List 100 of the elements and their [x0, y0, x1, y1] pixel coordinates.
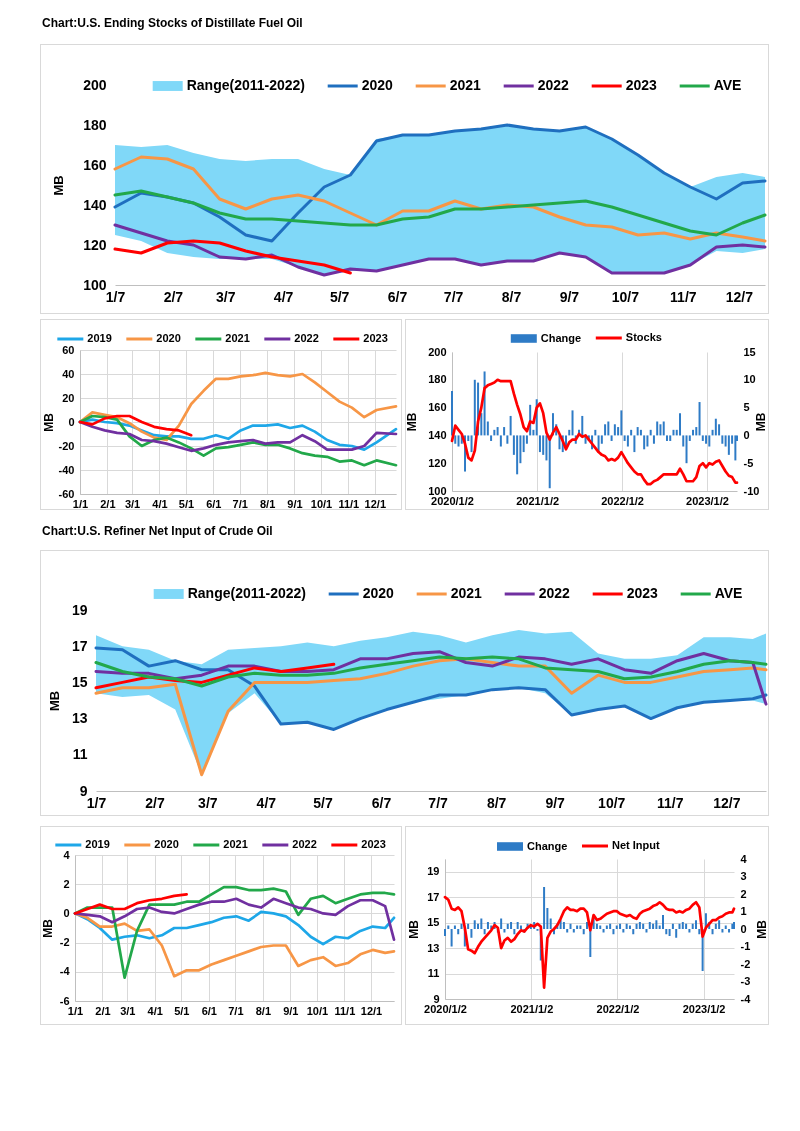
x-tick-label: 6/1 [206, 497, 222, 510]
y-tick-label: 2 [63, 877, 70, 890]
x-tick-label: 2021/1/2 [510, 1002, 554, 1015]
x-tick-label: 9/1 [283, 1004, 299, 1017]
legend-label: 2021 [225, 332, 250, 344]
y-tick-label: 4 [63, 848, 71, 861]
y2-tick-label: 1 [740, 905, 747, 917]
legend-label: 2021 [449, 77, 482, 93]
legend-label: 2023 [625, 77, 658, 93]
y-axis-title: MB [404, 412, 419, 432]
x-tick-label: 9/1 [287, 497, 303, 510]
x-tick-label: 2020/1/2 [431, 494, 474, 507]
y2-tick-label: -1 [740, 940, 751, 952]
y2-tick-label: 4 [740, 852, 748, 865]
y2-tick-label: -4 [740, 992, 752, 1005]
y2-tick-label: 5 [743, 401, 750, 414]
y-tick-label: 9 [433, 992, 440, 1005]
legend-label: 2023 [361, 838, 386, 850]
x-tick-label: 2020/1/2 [424, 1002, 467, 1015]
x-tick-label: 5/1 [174, 1004, 190, 1017]
y-tick-label: 200 [428, 345, 447, 358]
y-tick-label: 40 [62, 367, 75, 380]
y2-tick-label: 3 [740, 870, 747, 882]
x-tick-label: 4/7 [273, 288, 294, 305]
x-tick-label: 5/7 [329, 288, 350, 305]
y-tick-label: 9 [79, 782, 88, 799]
y-axis-title: MB [50, 175, 66, 196]
x-tick-label: 12/7 [713, 794, 741, 811]
x-tick-label: 3/1 [124, 497, 141, 510]
y2-tick-label: 10 [743, 373, 756, 386]
x-tick-label: 2021/1/2 [516, 494, 560, 507]
y-tick-label: 20 [62, 391, 75, 404]
legend-label: Stocks [625, 331, 662, 343]
legend-label: Net Input [612, 839, 660, 851]
x-tick-label: 6/7 [387, 288, 408, 305]
y-tick-label: 15 [427, 916, 440, 929]
y2-tick-label: -10 [743, 484, 760, 497]
y2-tick-label: -5 [743, 456, 754, 469]
y-tick-label: 17 [71, 637, 88, 654]
x-tick-label: 6/1 [201, 1004, 217, 1017]
y-axis-title: MB [40, 918, 55, 938]
y-tick-label: 140 [83, 196, 107, 213]
y-tick-label: 120 [428, 456, 447, 469]
chart-title: Chart:U.S. Refiner Net Input of Crude Oil [42, 524, 273, 538]
x-tick-label: 11/7 [657, 794, 684, 811]
x-tick-label: 4/7 [256, 794, 277, 811]
legend-label: 2020 [156, 332, 181, 344]
x-tick-label: 10/7 [611, 288, 640, 305]
x-tick-label: 12/1 [364, 497, 387, 510]
x-tick-label: 3/7 [198, 794, 218, 811]
y2-tick-label: 15 [743, 345, 756, 358]
x-tick-label: 2022/1/2 [601, 494, 644, 507]
y-tick-label: 160 [83, 156, 107, 173]
legend-label: 2022 [292, 838, 317, 850]
x-tick-label: 10/1 [306, 1004, 329, 1017]
x-tick-label: 11/7 [670, 288, 697, 305]
y-tick-label: 60 [62, 343, 75, 356]
legend-label: 2020 [362, 585, 395, 601]
x-tick-label: 2/1 [100, 497, 116, 510]
y-tick-label: 17 [427, 890, 440, 903]
legend-label: 2021 [450, 585, 483, 601]
x-tick-label: 2022/1/2 [596, 1002, 640, 1015]
x-tick-label: 8/7 [486, 794, 507, 811]
x-tick-label: 5/7 [313, 794, 333, 811]
x-tick-label: 7/1 [228, 1004, 244, 1017]
y-tick-label: 0 [68, 415, 75, 428]
x-tick-label: 1/7 [86, 794, 107, 811]
x-tick-label: 12/7 [725, 288, 754, 305]
x-tick-label: 8/7 [501, 288, 522, 305]
y-tick-label: 180 [83, 116, 107, 133]
legend-label: 2023 [626, 585, 659, 601]
y-axis-title: MB [41, 412, 56, 432]
y-tick-label: -20 [58, 439, 75, 452]
x-tick-label: 2023/1/2 [682, 1002, 726, 1015]
x-tick-label: 10/1 [310, 497, 333, 510]
legend-label: AVE [714, 585, 743, 601]
x-tick-label: 11/1 [338, 497, 360, 510]
y-tick-label: 0 [63, 906, 70, 919]
x-tick-label: 6/7 [371, 794, 392, 811]
legend-label: Change [540, 331, 582, 344]
x-tick-label: 12/1 [360, 1004, 383, 1017]
x-tick-label: 5/1 [178, 497, 195, 510]
y-tick-label: 140 [428, 428, 447, 441]
y-tick-label: 160 [428, 401, 447, 414]
x-tick-label: 11/1 [334, 1004, 356, 1017]
legend-label: Range(2011-2022) [187, 585, 306, 601]
x-tick-label: 9/7 [559, 288, 580, 305]
x-tick-label: 2/7 [145, 794, 165, 811]
y-tick-label: 11 [427, 967, 440, 980]
legend-label: Range(2011-2022) [186, 77, 305, 93]
y-axis-title: MB [46, 690, 62, 712]
y-tick-label: -2 [59, 936, 70, 949]
x-tick-label: 4/1 [152, 497, 168, 510]
legend-label: 2022 [538, 585, 571, 601]
y2-tick-label: 0 [743, 428, 750, 441]
x-tick-label: 1/7 [105, 288, 126, 305]
x-tick-label: 7/7 [428, 794, 449, 811]
x-tick-label: 4/1 [147, 1004, 163, 1017]
legend-label: 2020 [154, 838, 179, 850]
y-tick-label: 19 [71, 601, 88, 618]
